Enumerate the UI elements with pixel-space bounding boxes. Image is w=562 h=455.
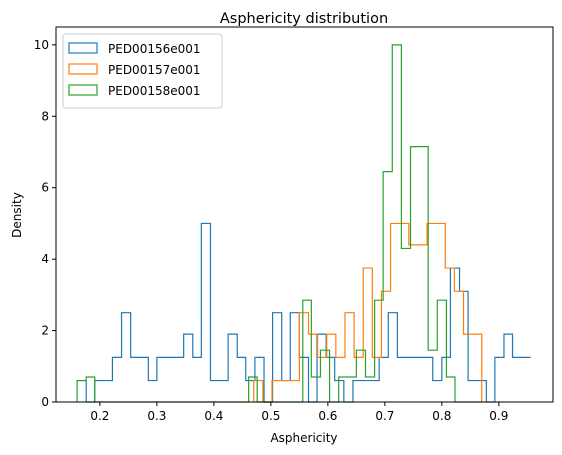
- legend-label-1: PED00156e001: [108, 42, 201, 56]
- legend-swatch-1: [68, 42, 98, 54]
- x-axis-label: Asphericity: [270, 431, 337, 445]
- x-axis-ticks: 0.2 0.3 0.4 0.5 0.6 0.7 0.8 0.9: [90, 402, 508, 423]
- x-tick-label: 0.5: [261, 409, 280, 423]
- series-layer: [76, 44, 531, 403]
- x-tick-label: 0.8: [432, 409, 451, 423]
- chart-title: Asphericity distribution: [220, 11, 388, 27]
- legend: PED00156e001 PED00157e001 PED00158e001: [62, 33, 223, 109]
- series-3-step-line: [76, 44, 483, 403]
- y-axis-label: Density: [10, 192, 24, 238]
- x-tick-label: 0.6: [318, 409, 337, 423]
- x-tick-label: 0.2: [90, 409, 109, 423]
- x-tick-label: 0.7: [375, 409, 394, 423]
- series-2-step-line: [253, 222, 483, 403]
- x-tick-label: 0.4: [204, 409, 223, 423]
- axes-frame: [55, 26, 554, 403]
- x-tick-label: 0.3: [147, 409, 166, 423]
- y-tick-label: 6: [41, 181, 49, 195]
- y-tick-label: 0: [41, 395, 49, 409]
- y-axis-ticks: 0 2 4 6 8 10: [34, 38, 56, 409]
- y-tick-label: 10: [34, 38, 49, 52]
- legend-label-2: PED00157e001: [108, 63, 201, 77]
- legend-swatch-2: [68, 63, 98, 75]
- y-tick-label: 8: [41, 109, 49, 123]
- x-tick-label: 0.9: [489, 409, 508, 423]
- y-tick-label: 2: [41, 324, 49, 338]
- legend-swatch-3: [68, 84, 98, 96]
- legend-label-3: PED00158e001: [108, 84, 201, 98]
- legend-box: [62, 33, 223, 109]
- y-tick-label: 4: [41, 252, 49, 266]
